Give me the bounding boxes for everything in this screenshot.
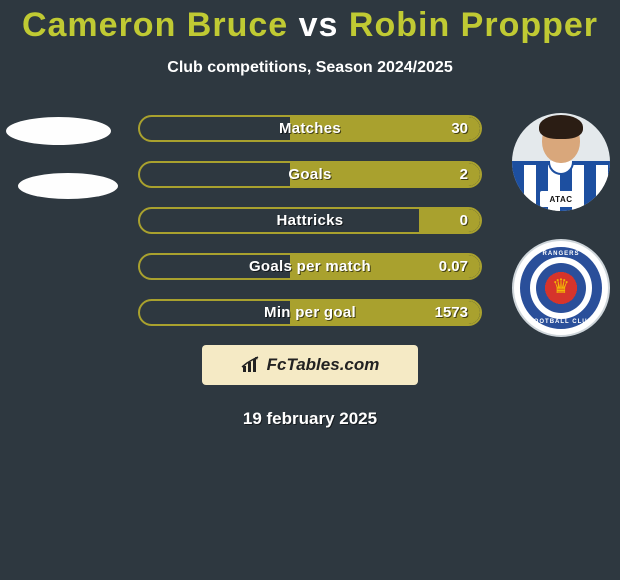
title-vs: vs	[299, 6, 339, 44]
page-title: Cameron Bruce vs Robin Propper	[0, 0, 620, 45]
comparison-date: 19 february 2025	[0, 409, 620, 429]
stat-bar: Min per goal1573	[138, 299, 482, 326]
player1-avatar-placeholder	[6, 117, 111, 145]
lion-icon: ♛	[552, 277, 570, 297]
comparison-content: ATAC RANGERS FOOTBALL CLUB ♛ Matches30 Go…	[0, 115, 620, 429]
stat-bar-value-right: 1573	[435, 301, 468, 324]
jersey-sponsor: ATAC	[540, 191, 582, 207]
watermark-text: FcTables.com	[267, 355, 380, 375]
stat-bar: Matches30	[138, 115, 482, 142]
stat-bars: Matches30 Goals2 Hattricks0 Goals per match…	[138, 115, 482, 326]
stat-bar-label: Min per goal	[140, 301, 480, 324]
stat-bar-value-right: 0.07	[439, 255, 468, 278]
stat-bar: Goals2	[138, 161, 482, 188]
player2-club-badge: RANGERS FOOTBALL CLUB ♛	[512, 239, 610, 337]
badge-ring-text-bottom: FOOTBALL CLUB	[514, 319, 608, 325]
stat-bar-label: Goals	[140, 163, 480, 186]
player1-club-placeholder	[18, 173, 118, 199]
stat-bar: Goals per match0.07	[138, 253, 482, 280]
watermark-card: FcTables.com	[202, 345, 418, 385]
stat-bar: Hattricks0	[138, 207, 482, 234]
player2-avatar: ATAC	[512, 113, 610, 211]
avatar-hair	[539, 115, 583, 139]
stat-bar-label: Goals per match	[140, 255, 480, 278]
stat-bar-label: Hattricks	[140, 209, 480, 232]
badge-inner: ♛	[536, 263, 586, 313]
title-player1: Cameron Bruce	[22, 6, 288, 44]
left-avatars-column	[6, 117, 118, 227]
title-player2: Robin Propper	[349, 6, 598, 44]
badge-ring-text-top: RANGERS	[514, 251, 608, 257]
stat-bar-value-right: 0	[460, 209, 468, 232]
subtitle: Club competitions, Season 2024/2025	[0, 59, 620, 77]
stat-bar-label: Matches	[140, 117, 480, 140]
right-avatars-column: ATAC RANGERS FOOTBALL CLUB ♛	[512, 113, 610, 365]
stat-bar-value-right: 2	[460, 163, 468, 186]
stat-bar-value-right: 30	[451, 117, 468, 140]
chart-icon	[241, 356, 263, 374]
